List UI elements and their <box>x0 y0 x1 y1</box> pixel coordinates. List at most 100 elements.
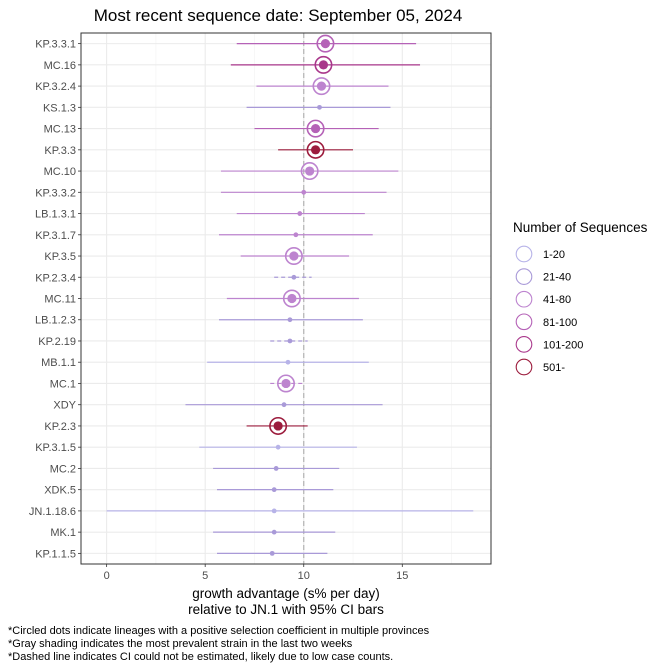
point-estimate <box>273 466 279 471</box>
data-row-KP.3.3.1 <box>236 34 417 53</box>
point-estimate <box>318 60 329 70</box>
x-axis-title-line2: relative to JN.1 with 95% CI bars <box>188 602 384 617</box>
legend-key <box>515 358 533 376</box>
point-estimate <box>275 444 281 450</box>
selection-circle <box>300 162 319 181</box>
y-tick-label: KP.3.3.2 <box>35 187 76 199</box>
selection-circle <box>314 55 333 74</box>
data-row-JN.1.18.6 <box>106 508 474 514</box>
data-row-KP.3.5 <box>240 247 350 266</box>
growth-advantage-chart: Most recent sequence date: September 05,… <box>29 6 648 617</box>
y-tick-label: MC.11 <box>44 294 76 306</box>
footnote-dashed: *Dashed line indicates CI could not be e… <box>8 651 394 663</box>
legend: Number of Sequences 1-20 21-40 41-80 81-100… <box>513 220 648 376</box>
legend-title: Number of Sequences <box>513 220 648 235</box>
y-tick-label: MK.1 <box>50 527 76 539</box>
selection-circle <box>276 374 295 393</box>
point-estimate <box>271 508 277 514</box>
point-estimate <box>305 166 315 176</box>
footnote-circled: *Circled dots indicate lineages with a p… <box>8 625 430 637</box>
legend-entry-41-80: 41-80 <box>515 290 571 308</box>
y-tick-label: MB.1.1 <box>41 357 76 369</box>
data-row-LB.1.3.1 <box>236 211 365 216</box>
point-estimate <box>289 251 299 261</box>
y-tick-label: LB.1.3.1 <box>35 209 76 221</box>
data-row-XDY <box>185 402 383 408</box>
y-tick-label: KP.3.5 <box>44 251 76 263</box>
point-estimate <box>320 39 331 49</box>
data-row-MC.10 <box>220 162 399 181</box>
data-row-MC.2 <box>213 466 340 471</box>
data-row-KP.3.1.7 <box>218 232 373 238</box>
x-tick-label: 15 <box>396 570 408 582</box>
y-tick-label: KP.3.1.7 <box>35 230 76 242</box>
data-row-KP.2.19 <box>270 338 308 344</box>
legend-label: 41-80 <box>543 294 571 306</box>
y-tick-label: LB.1.2.3 <box>35 315 76 327</box>
selection-circle <box>282 289 301 308</box>
point-estimate <box>271 529 277 535</box>
point-estimate <box>297 211 303 216</box>
selection-circle <box>284 247 303 266</box>
plot-area: KP.3.3.1 MC.16 KP.3.2.4 KS.1.3 MC.13 KP.3.3 MC… <box>29 32 492 582</box>
point-estimate <box>301 189 307 195</box>
point-estimate <box>293 232 299 238</box>
y-tick-label: KP.1.1.5 <box>35 548 76 560</box>
y-tick-label: MC.13 <box>44 124 76 136</box>
y-tick-label: KP.3.3.1 <box>35 39 76 51</box>
y-tick-label: XDK.5 <box>44 485 76 497</box>
data-row-KP.3.1.5 <box>199 444 357 450</box>
point-estimate <box>316 81 327 91</box>
data-row-MC.11 <box>226 289 359 308</box>
data-row-KP.2.3 <box>246 416 308 435</box>
data-row-LB.1.2.3 <box>218 317 363 323</box>
data-row-MC.1 <box>270 374 304 393</box>
legend-key <box>515 290 533 308</box>
point-estimate <box>310 123 321 134</box>
x-tick-label: 5 <box>202 570 208 582</box>
point-estimate <box>287 338 293 344</box>
data-row-KP.2.3.4 <box>274 274 312 280</box>
chart-title: Most recent sequence date: September 05,… <box>94 6 463 25</box>
legend-entry-101-200: 101-200 <box>515 336 583 353</box>
legend-key <box>515 336 533 353</box>
y-tick-label: JN.1.18.6 <box>29 506 76 518</box>
data-row-KP.3.3 <box>278 140 354 159</box>
selection-circle <box>306 119 325 138</box>
selection-circle <box>312 77 331 96</box>
x-tick-label: 0 <box>104 570 110 582</box>
point-estimate <box>269 550 275 556</box>
data-row-KP.3.3.2 <box>220 189 387 195</box>
legend-entry-501-: 501- <box>515 358 565 376</box>
legend-label: 501- <box>543 362 565 374</box>
y-tick-label: MC.2 <box>50 463 76 475</box>
plot-border <box>80 32 492 565</box>
selection-circle <box>316 34 335 53</box>
data-row-KP.3.2.4 <box>256 77 389 96</box>
legend-key <box>515 313 533 331</box>
y-tick-label: MC.16 <box>44 60 76 72</box>
data-row-MK.1 <box>213 529 336 535</box>
selection-circle <box>306 140 325 159</box>
legend-label: 101-200 <box>543 339 583 351</box>
x-tick-label: 10 <box>298 570 310 582</box>
legend-label: 1-20 <box>543 249 565 261</box>
legend-entry-1-20: 1-20 <box>515 245 565 263</box>
data-row-KS.1.3 <box>246 104 391 110</box>
data-row-KP.1.1.5 <box>217 550 328 556</box>
legend-entry-21-40: 21-40 <box>515 268 571 285</box>
legend-label: 81-100 <box>543 317 577 329</box>
legend-key <box>515 268 533 285</box>
data-row-MC.13 <box>254 119 379 138</box>
point-estimate <box>281 378 291 389</box>
y-tick-label: KP.2.3.4 <box>35 272 76 284</box>
point-estimate <box>285 359 291 365</box>
point-estimate <box>291 274 297 280</box>
data-row-MB.1.1 <box>207 359 369 365</box>
y-tick-label: KP.3.1.5 <box>35 442 76 454</box>
y-tick-label: XDY <box>53 400 76 412</box>
y-tick-label: KP.2.3 <box>44 421 76 433</box>
y-tick-label: MC.10 <box>44 166 76 178</box>
y-tick-label: KP.2.19 <box>38 336 76 348</box>
point-estimate <box>273 421 283 431</box>
